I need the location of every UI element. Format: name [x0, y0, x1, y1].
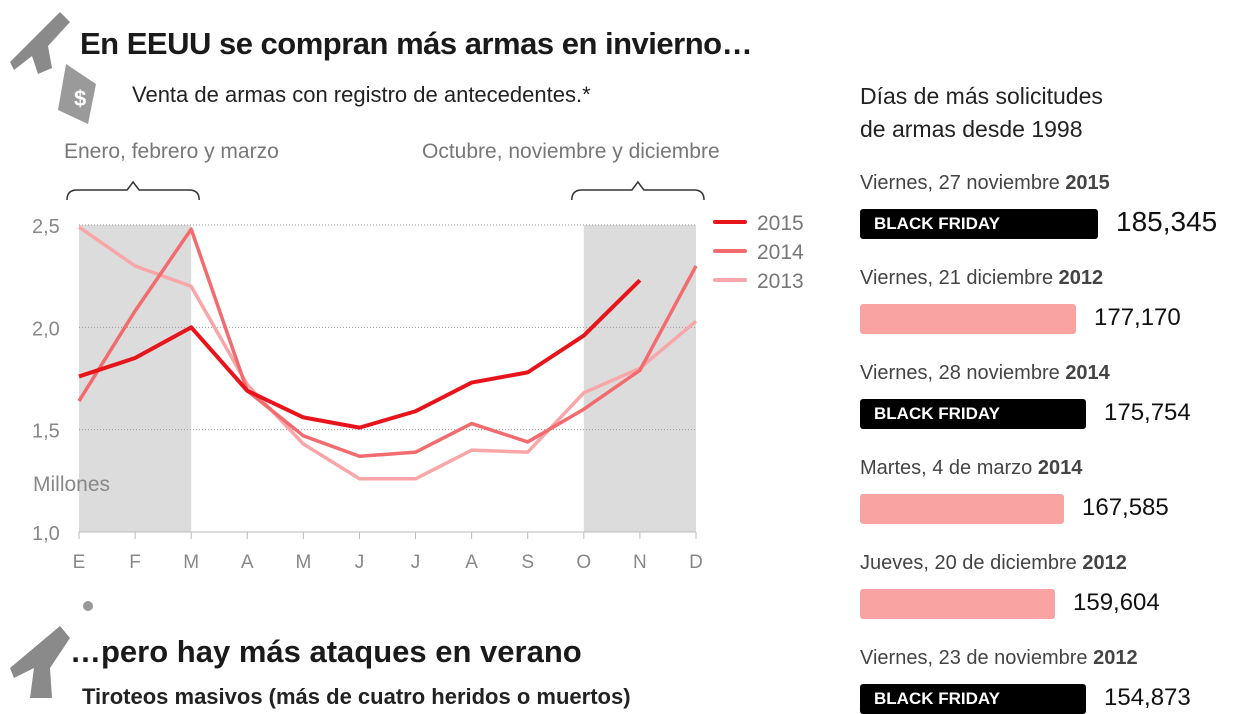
winter-brace [66, 180, 200, 201]
series-line-2015 [78, 278, 642, 430]
x-tick-label: M [183, 552, 199, 573]
legend-label-2015: 2015 [757, 212, 804, 235]
series-line-2013 [78, 225, 698, 481]
y-tick-label: 1,0 [32, 523, 60, 545]
y-tick-label: 1,5 [32, 421, 60, 443]
record-value: 177,170 [1094, 304, 1181, 331]
section2-subtitle: Tiroteos masivos (más de cuatro heridos … [82, 684, 631, 709]
record-bar: BLACK FRIDAY [860, 209, 1098, 239]
record-value: 175,754 [1104, 399, 1191, 426]
black-friday-badge: BLACK FRIDAY [874, 214, 1000, 233]
page-title: En EEUU se compran más armas en invierno… [80, 26, 753, 61]
sidebar-title: Días de más solicitudes de armas desde 1… [860, 80, 1103, 146]
x-tick-label: A [465, 552, 478, 573]
x-tick-label: D [689, 552, 703, 573]
legend-label-2013: 2013 [757, 270, 804, 293]
gun-price-tag-icon: $ [10, 12, 96, 124]
x-tick-label: M [295, 552, 311, 573]
black-friday-badge: BLACK FRIDAY [874, 689, 1000, 708]
gun-sales-line-chart: 1,0 1,5 2,0 2,5 Millones E F M A M J J A S O N D 2013 2014… [32, 180, 804, 573]
autumn-period-label: Octubre, noviembre y diciembre [422, 140, 720, 163]
x-tick-label: J [411, 552, 421, 573]
winter-period-label: Enero, febrero y marzo [64, 140, 279, 163]
black-friday-badge: BLACK FRIDAY [874, 404, 1000, 423]
record-date: Jueves, 20 de diciembre 2012 [860, 552, 1127, 574]
y-tick-label: 2,5 [32, 216, 60, 238]
record-date: Viernes, 23 de noviembre 2012 [860, 647, 1138, 669]
series-line-2014 [77, 227, 698, 459]
x-tick-label: O [576, 552, 591, 573]
record-date: Viernes, 27 noviembre 2015 [860, 172, 1110, 194]
record-value: 159,604 [1073, 589, 1160, 616]
x-tick-label: S [521, 552, 534, 573]
y-axis-label: Millones [33, 473, 110, 496]
autumn-shade [583, 225, 696, 532]
record-bar [860, 494, 1064, 524]
record-bar [860, 589, 1055, 619]
record-date: Martes, 4 de marzo 2014 [860, 457, 1083, 479]
record-value: 167,585 [1082, 494, 1169, 521]
legend-label-2014: 2014 [757, 241, 804, 264]
sidebar-title-line-2: de armas desde 1998 [860, 116, 1083, 142]
record-date: Viernes, 28 noviembre 2014 [860, 362, 1110, 384]
record-bar: BLACK FRIDAY [860, 684, 1086, 714]
record-bar [860, 304, 1076, 334]
x-tick-label: J [355, 552, 365, 573]
x-tick-label: F [129, 552, 141, 573]
record-value: 154,873 [1104, 684, 1191, 711]
x-tick-label: A [241, 552, 254, 573]
page-subtitle: Venta de armas con registro de anteceden… [132, 82, 591, 107]
winter-shade [79, 225, 192, 532]
y-tick-label: 2,0 [32, 318, 60, 340]
x-tick-label: N [633, 552, 647, 573]
record-bar: BLACK FRIDAY [860, 399, 1086, 429]
autumn-brace [571, 180, 705, 201]
x-tick-label: E [73, 552, 86, 573]
svg-text:$: $ [74, 86, 86, 111]
record-date: Viernes, 21 diciembre 2012 [860, 267, 1104, 289]
sidebar-title-line-1: Días de más solicitudes [860, 83, 1103, 109]
record-value: 185,345 [1116, 206, 1218, 237]
gun-shooting-icon [10, 601, 93, 698]
section2-title: …pero hay más ataques en verano [70, 634, 582, 669]
